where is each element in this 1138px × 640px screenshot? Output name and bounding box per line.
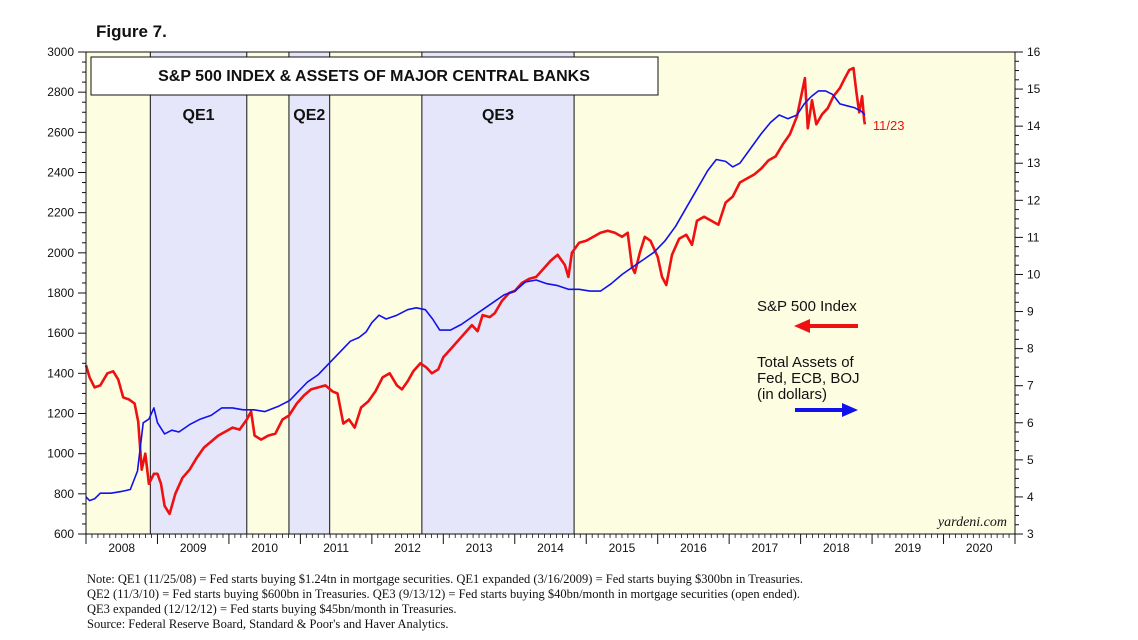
right-axis-tick-label: 8 xyxy=(1027,342,1034,356)
left-axis-tick-label: 1800 xyxy=(47,286,74,300)
left-axis-tick-label: 800 xyxy=(54,487,74,501)
left-axis-tick-label: 600 xyxy=(54,527,74,541)
x-axis-year-label: 2017 xyxy=(752,541,779,555)
right-axis-tick-label: 16 xyxy=(1027,45,1041,59)
right-axis-tick-label: 13 xyxy=(1027,156,1041,170)
x-axis-year-label: 2020 xyxy=(966,541,993,555)
note-line-1: Note: QE1 (11/25/08) = Fed starts buying… xyxy=(87,572,803,586)
legend-assets-label-line: Fed, ECB, BOJ xyxy=(757,370,860,387)
right-axis-tick-label: 14 xyxy=(1027,119,1041,133)
x-axis-year-label: 2012 xyxy=(394,541,421,555)
left-axis-tick-label: 1000 xyxy=(47,447,74,461)
legend-assets-arrow-head xyxy=(842,403,858,417)
yardeni-watermark: yardeni.com xyxy=(936,515,1007,530)
right-axis-tick-label: 10 xyxy=(1027,267,1041,281)
note-line-2: QE2 (11/3/10) = Fed starts buying $600bn… xyxy=(87,587,800,601)
x-axis-year-label: 2014 xyxy=(537,541,564,555)
figure-label: Figure 7. xyxy=(96,22,167,41)
right-axis-tick-label: 12 xyxy=(1027,193,1041,207)
left-axis-tick-label: 1600 xyxy=(47,326,74,340)
qe-label-1: QE1 xyxy=(183,107,215,124)
x-axis-year-label: 2018 xyxy=(823,541,850,555)
left-axis-tick-label: 3000 xyxy=(47,45,74,59)
source-line: Source: Federal Reserve Board, Standard … xyxy=(87,617,449,631)
right-axis-tick-label: 15 xyxy=(1027,82,1041,96)
x-axis-year-label: 2015 xyxy=(609,541,636,555)
legend-assets-label-line: Total Assets of xyxy=(757,354,855,371)
left-axis-tick-label: 2200 xyxy=(47,206,74,220)
legend-sp500-label: S&P 500 Index xyxy=(757,298,857,315)
note-line-3: QE3 expanded (12/12/12) = Fed starts buy… xyxy=(87,602,457,616)
title-box xyxy=(90,56,659,96)
chart-canvas: QE1 QE2 QE3 600 800 1000 1200 1400 1600 1800 2000 2… xyxy=(47,45,1041,555)
right-axis-tick-label: 5 xyxy=(1027,453,1034,467)
x-axis-year-label: 2010 xyxy=(251,541,278,555)
x-axis-year-label: 2013 xyxy=(466,541,493,555)
x-axis-year-label: 2011 xyxy=(323,541,349,555)
sp500-line xyxy=(84,66,867,516)
right-axis-tick-label: 3 xyxy=(1027,527,1034,541)
left-axis-tick-label: 2800 xyxy=(47,85,74,99)
left-axis-tick-label: 1200 xyxy=(47,407,74,421)
central-bank-assets-line xyxy=(85,90,866,502)
right-axis-tick-label: 7 xyxy=(1027,379,1034,393)
legend-sp500-arrow-head xyxy=(794,319,810,333)
qe-label-2: QE2 xyxy=(293,107,325,124)
left-axis-tick-label: 2600 xyxy=(47,125,74,139)
chart-title: S&P 500 INDEX & ASSETS OF MAJOR CENTRAL … xyxy=(158,68,590,85)
x-axis-year-label: 2016 xyxy=(680,541,707,555)
left-axis-tick-label: 2000 xyxy=(47,246,74,260)
qe-band-3 xyxy=(421,52,575,534)
qe-band-1 xyxy=(150,52,247,534)
end-date-label: 11/23 xyxy=(873,118,905,133)
right-axis-tick-label: 9 xyxy=(1027,305,1034,319)
right-axis-tick-label: 11 xyxy=(1027,230,1040,244)
qe-band-2 xyxy=(288,52,330,534)
x-axis-year-label: 2009 xyxy=(180,541,207,555)
right-axis-tick-label: 6 xyxy=(1027,416,1034,430)
right-axis-tick-label: 4 xyxy=(1027,490,1034,504)
left-axis-tick-label: 2400 xyxy=(47,166,74,180)
qe-label-3: QE3 xyxy=(482,107,514,124)
x-axis-year-label: 2008 xyxy=(108,541,135,555)
x-axis-year-label: 2019 xyxy=(894,541,921,555)
legend-assets-label-line: (in dollars) xyxy=(757,386,827,403)
left-axis-tick-label: 1400 xyxy=(47,366,74,380)
notes-block: Note: QE1 (11/25/08) = Fed starts buying… xyxy=(87,572,803,632)
